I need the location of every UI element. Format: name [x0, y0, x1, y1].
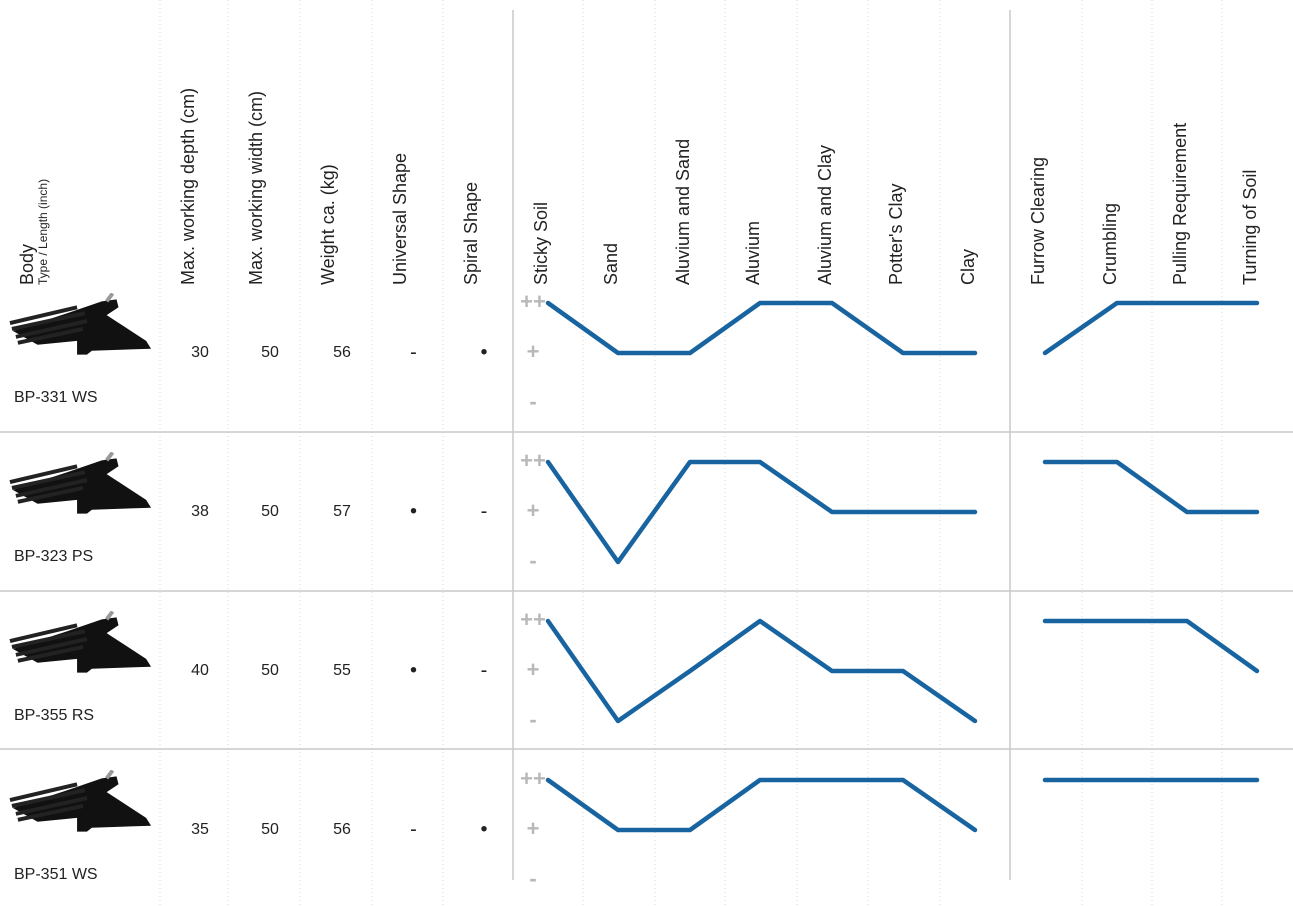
header-body-sub: Type / Length (inch) [36, 179, 50, 285]
level-label: - [529, 707, 536, 732]
column-header: Potter's Clay [886, 184, 906, 285]
properties-line [1042, 300, 1260, 356]
cell-spiral: - [481, 500, 488, 522]
cell-width: 50 [261, 503, 279, 520]
cell-universal: - [410, 818, 417, 840]
cell-weight: 56 [333, 344, 351, 361]
properties-line [1042, 459, 1260, 515]
column-header: Universal Shape [390, 153, 410, 285]
cell-weight: 55 [333, 662, 351, 679]
level-label: - [529, 548, 536, 573]
plough-image [8, 770, 154, 834]
body-name: BP-323 PS [14, 548, 93, 565]
cell-width: 50 [261, 344, 279, 361]
plough-image [8, 452, 154, 516]
level-label: ++ [520, 766, 546, 791]
body-name: BP-351 WS [14, 866, 98, 883]
cell-depth: 38 [191, 503, 209, 520]
cell-universal: • [410, 659, 417, 681]
cell-universal: - [410, 341, 417, 363]
column-header: Crumbling [1100, 203, 1120, 285]
column-header: Furrow Clearing [1028, 157, 1048, 285]
level-label: + [527, 816, 540, 841]
column-header: Sticky Soil [531, 202, 551, 285]
body-name: BP-331 WS [14, 389, 98, 406]
cell-width: 50 [261, 821, 279, 838]
cell-weight: 57 [333, 503, 351, 520]
column-header: Clay [958, 249, 978, 285]
column-header: Turning of Soil [1240, 170, 1260, 285]
column-header: Aluvium and Clay [815, 145, 835, 285]
plough-image [8, 293, 154, 357]
level-label: + [527, 657, 540, 682]
column-header: Weight ca. (kg) [318, 164, 338, 285]
soil-line [545, 618, 978, 724]
column-header: Pulling Requirement [1170, 123, 1190, 285]
level-label: ++ [520, 607, 546, 632]
column-header: Max. working depth (cm) [178, 88, 198, 285]
cell-spiral: • [480, 818, 487, 840]
header-body: Body [17, 244, 37, 285]
column-header: Max. working width (cm) [246, 91, 266, 285]
soil-line [545, 459, 978, 565]
body-name: BP-355 RS [14, 707, 94, 724]
soil-line [545, 777, 978, 833]
soil-line [545, 300, 978, 356]
level-label: + [527, 498, 540, 523]
column-header: Sand [601, 243, 621, 285]
cell-universal: • [410, 500, 417, 522]
plough-image [8, 611, 154, 675]
cell-depth: 30 [191, 344, 209, 361]
cell-spiral: • [480, 341, 487, 363]
cell-width: 50 [261, 662, 279, 679]
column-header: Aluvium [743, 221, 763, 285]
cell-depth: 40 [191, 662, 209, 679]
cell-spiral: - [481, 659, 488, 681]
cell-weight: 56 [333, 821, 351, 838]
properties-line [1042, 618, 1260, 674]
level-label: ++ [520, 448, 546, 473]
column-header: Aluvium and Sand [673, 139, 693, 285]
level-label: ++ [520, 289, 546, 314]
level-label: - [529, 866, 536, 891]
level-label: + [527, 339, 540, 364]
cell-depth: 35 [191, 821, 209, 838]
level-label: - [529, 389, 536, 414]
column-header: Spiral Shape [461, 182, 481, 285]
